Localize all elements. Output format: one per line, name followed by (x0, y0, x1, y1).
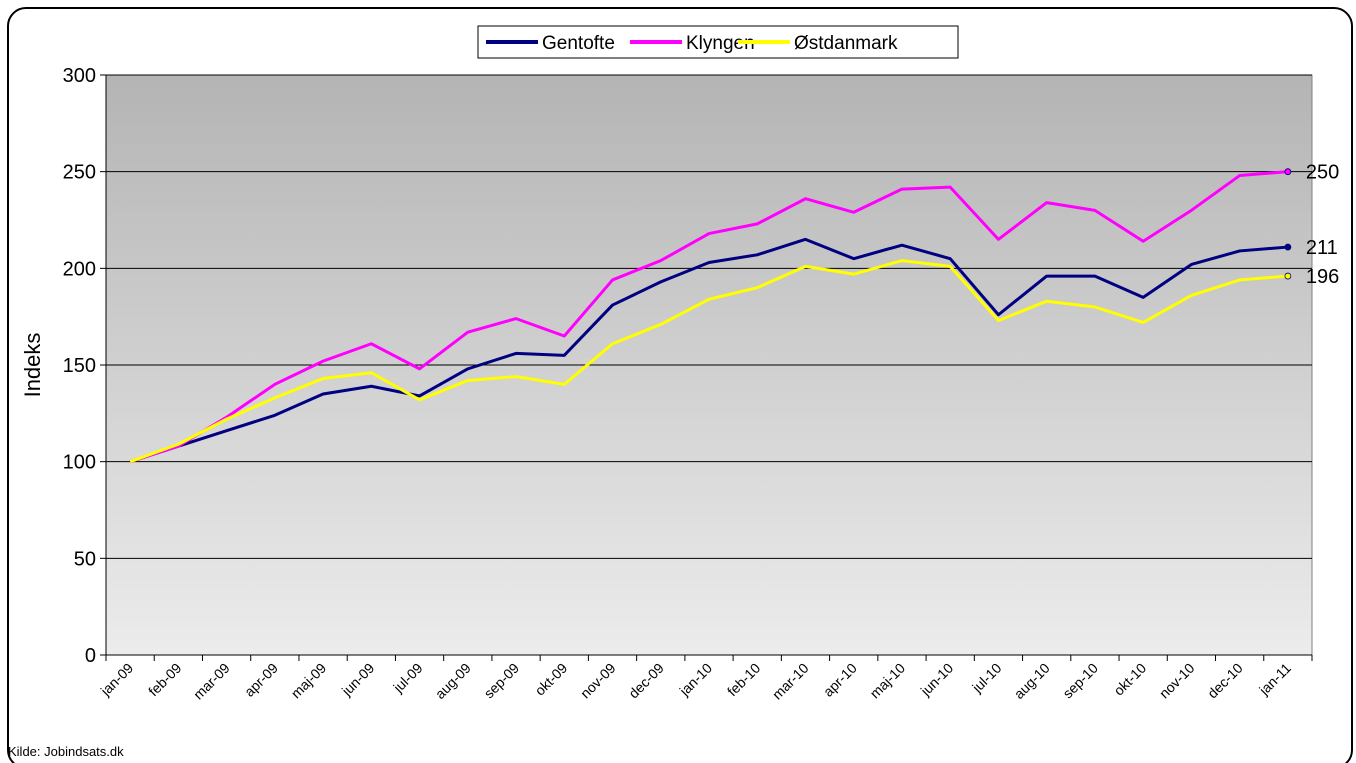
data-label: 196 (1306, 266, 1339, 288)
legend-box (477, 25, 959, 59)
legend-label: Gentofte (542, 33, 615, 54)
y-axis-label: Indeks (20, 333, 45, 398)
data-label: 211 (1306, 237, 1338, 259)
y-tick-label: 100 (63, 452, 96, 474)
series-line (129, 170, 1288, 464)
y-tick-label: 150 (63, 355, 96, 377)
y-tick-label: 0 (85, 645, 96, 667)
y-tick-label: 300 (63, 65, 96, 87)
legend-label: Østdanmark (794, 33, 898, 54)
y-tick-label: 50 (74, 548, 96, 570)
series-line (129, 259, 1288, 464)
y-tick-label: 250 (63, 162, 96, 184)
end-point (1284, 272, 1292, 280)
y-tick-label: 200 (63, 258, 96, 280)
legend-label: Klyngen (686, 33, 755, 54)
end-point (1284, 243, 1292, 251)
data-label: 250 (1306, 162, 1339, 184)
source-note: Kilde: Jobindsats.dk (8, 744, 124, 759)
end-point (1284, 168, 1292, 176)
series-line (129, 237, 1288, 464)
legend: Gentofte Klyngen Østdanmark (477, 25, 959, 59)
